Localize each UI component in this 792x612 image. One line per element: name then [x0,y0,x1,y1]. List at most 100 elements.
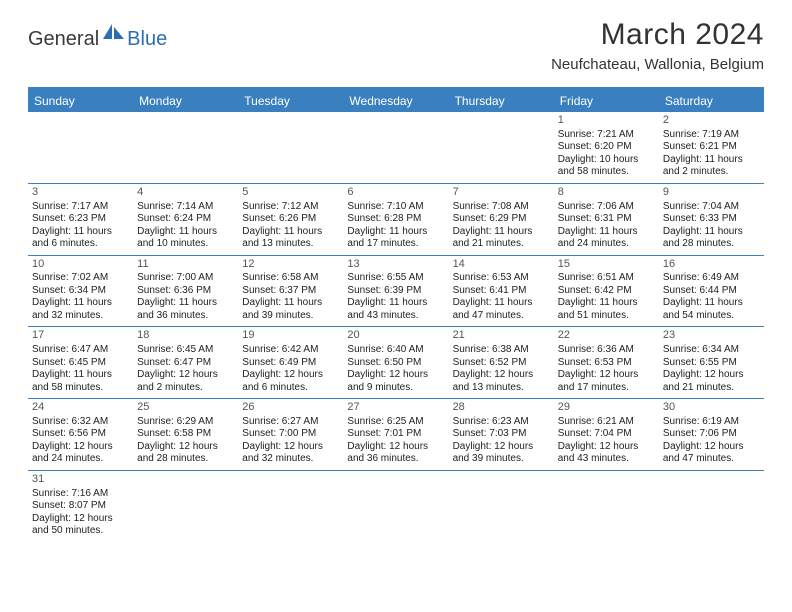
sunset-text: Sunset: 6:26 PM [242,213,339,226]
daylight-text: Daylight: 11 hours and 10 minutes. [137,226,234,251]
daylight-text: Daylight: 10 hours and 58 minutes. [558,154,655,179]
sunrise-text: Sunrise: 6:38 AM [453,344,550,357]
daylight-text: Daylight: 12 hours and 24 minutes. [32,441,129,466]
day-cell [133,471,238,542]
day-cell [343,112,448,183]
week-row: 10Sunrise: 7:02 AMSunset: 6:34 PMDayligh… [28,256,764,328]
calendar: SundayMondayTuesdayWednesdayThursdayFrid… [28,87,764,542]
day-number: 19 [242,329,339,343]
sunset-text: Sunset: 6:47 PM [137,357,234,370]
sunrise-text: Sunrise: 7:14 AM [137,201,234,214]
daylight-text: Daylight: 11 hours and 28 minutes. [663,226,760,251]
sunrise-text: Sunrise: 6:29 AM [137,416,234,429]
daylight-text: Daylight: 12 hours and 43 minutes. [558,441,655,466]
sunset-text: Sunset: 7:01 PM [347,428,444,441]
sunset-text: Sunset: 6:53 PM [558,357,655,370]
day-cell: 20Sunrise: 6:40 AMSunset: 6:50 PMDayligh… [343,327,448,398]
sunset-text: Sunset: 6:33 PM [663,213,760,226]
week-row: 3Sunrise: 7:17 AMSunset: 6:23 PMDaylight… [28,184,764,256]
day-number: 4 [137,186,234,200]
sunrise-text: Sunrise: 6:19 AM [663,416,760,429]
day-number: 28 [453,401,550,415]
day-cell: 3Sunrise: 7:17 AMSunset: 6:23 PMDaylight… [28,184,133,255]
day-number: 7 [453,186,550,200]
sunset-text: Sunset: 6:55 PM [663,357,760,370]
day-cell: 13Sunrise: 6:55 AMSunset: 6:39 PMDayligh… [343,256,448,327]
day-number: 16 [663,258,760,272]
day-cell: 14Sunrise: 6:53 AMSunset: 6:41 PMDayligh… [449,256,554,327]
day-cell: 6Sunrise: 7:10 AMSunset: 6:28 PMDaylight… [343,184,448,255]
day-number: 12 [242,258,339,272]
day-number: 27 [347,401,444,415]
sunrise-text: Sunrise: 7:06 AM [558,201,655,214]
sunset-text: Sunset: 6:23 PM [32,213,129,226]
day-number: 2 [663,114,760,128]
header: General Blue March 2024 Neufchateau, Wal… [0,0,792,81]
week-row: 24Sunrise: 6:32 AMSunset: 6:56 PMDayligh… [28,399,764,471]
day-number: 3 [32,186,129,200]
week-row: 31Sunrise: 7:16 AMSunset: 8:07 PMDayligh… [28,471,764,542]
sunset-text: Sunset: 6:52 PM [453,357,550,370]
brand-text-2: Blue [127,28,167,51]
sunrise-text: Sunrise: 7:12 AM [242,201,339,214]
day-number: 25 [137,401,234,415]
weeks-container: 1Sunrise: 7:21 AMSunset: 6:20 PMDaylight… [28,112,764,542]
day-cell: 1Sunrise: 7:21 AMSunset: 6:20 PMDaylight… [554,112,659,183]
sunrise-text: Sunrise: 6:25 AM [347,416,444,429]
dow-header: Thursday [449,90,554,112]
daylight-text: Daylight: 11 hours and 39 minutes. [242,297,339,322]
day-number: 18 [137,329,234,343]
day-cell: 10Sunrise: 7:02 AMSunset: 6:34 PMDayligh… [28,256,133,327]
sunset-text: Sunset: 7:04 PM [558,428,655,441]
sunset-text: Sunset: 6:45 PM [32,357,129,370]
day-cell: 23Sunrise: 6:34 AMSunset: 6:55 PMDayligh… [659,327,764,398]
day-cell: 26Sunrise: 6:27 AMSunset: 7:00 PMDayligh… [238,399,343,470]
sunrise-text: Sunrise: 7:16 AM [32,488,129,501]
sunset-text: Sunset: 6:34 PM [32,285,129,298]
day-number: 24 [32,401,129,415]
daylight-text: Daylight: 11 hours and 51 minutes. [558,297,655,322]
sunrise-text: Sunrise: 6:42 AM [242,344,339,357]
day-number: 31 [32,473,129,487]
daylight-text: Daylight: 11 hours and 13 minutes. [242,226,339,251]
day-number: 15 [558,258,655,272]
month-title: March 2024 [551,18,764,52]
daylight-text: Daylight: 12 hours and 39 minutes. [453,441,550,466]
day-cell [133,112,238,183]
daylight-text: Daylight: 11 hours and 54 minutes. [663,297,760,322]
day-number: 13 [347,258,444,272]
day-number: 9 [663,186,760,200]
sunrise-text: Sunrise: 6:40 AM [347,344,444,357]
sunset-text: Sunset: 7:06 PM [663,428,760,441]
day-cell: 28Sunrise: 6:23 AMSunset: 7:03 PMDayligh… [449,399,554,470]
day-cell [28,112,133,183]
sunset-text: Sunset: 8:07 PM [32,500,129,513]
day-cell [554,471,659,542]
sunrise-text: Sunrise: 7:08 AM [453,201,550,214]
day-cell [238,471,343,542]
daylight-text: Daylight: 12 hours and 17 minutes. [558,369,655,394]
day-number: 26 [242,401,339,415]
sunrise-text: Sunrise: 6:36 AM [558,344,655,357]
sunrise-text: Sunrise: 6:34 AM [663,344,760,357]
week-row: 17Sunrise: 6:47 AMSunset: 6:45 PMDayligh… [28,327,764,399]
week-row: 1Sunrise: 7:21 AMSunset: 6:20 PMDaylight… [28,112,764,184]
dow-header: Tuesday [238,90,343,112]
day-cell [343,471,448,542]
day-cell: 9Sunrise: 7:04 AMSunset: 6:33 PMDaylight… [659,184,764,255]
title-block: March 2024 Neufchateau, Wallonia, Belgiu… [551,18,764,73]
day-cell: 8Sunrise: 7:06 AMSunset: 6:31 PMDaylight… [554,184,659,255]
daylight-text: Daylight: 12 hours and 50 minutes. [32,513,129,538]
daylight-text: Daylight: 12 hours and 21 minutes. [663,369,760,394]
day-cell: 21Sunrise: 6:38 AMSunset: 6:52 PMDayligh… [449,327,554,398]
day-number: 29 [558,401,655,415]
daylight-text: Daylight: 11 hours and 58 minutes. [32,369,129,394]
sunset-text: Sunset: 7:03 PM [453,428,550,441]
daylight-text: Daylight: 11 hours and 2 minutes. [663,154,760,179]
daylight-text: Daylight: 12 hours and 2 minutes. [137,369,234,394]
sunrise-text: Sunrise: 6:23 AM [453,416,550,429]
sunrise-text: Sunrise: 7:19 AM [663,129,760,142]
daylight-text: Daylight: 12 hours and 28 minutes. [137,441,234,466]
day-cell: 4Sunrise: 7:14 AMSunset: 6:24 PMDaylight… [133,184,238,255]
sunrise-text: Sunrise: 6:55 AM [347,272,444,285]
